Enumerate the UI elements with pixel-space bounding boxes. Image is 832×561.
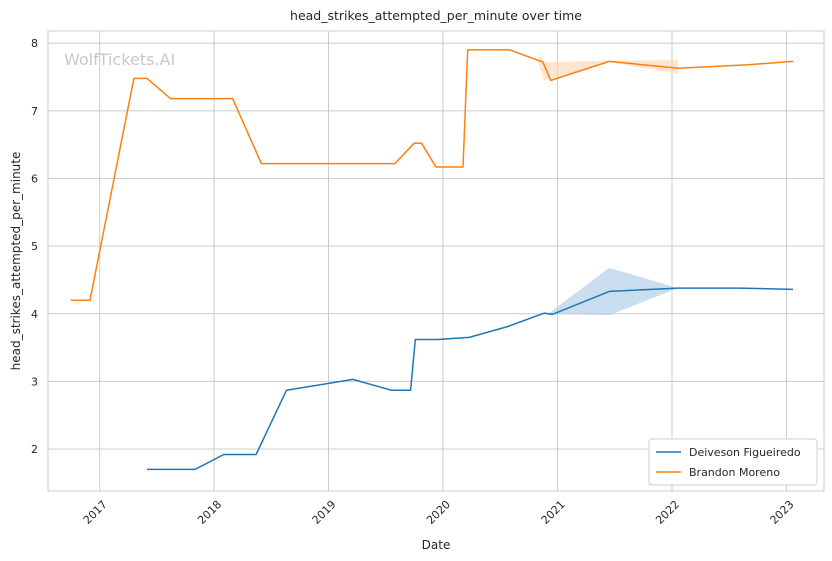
chart-title: head_strikes_attempted_per_minute over t…	[290, 8, 582, 23]
legend-box	[648, 438, 818, 486]
y-tick-label: 4	[31, 308, 38, 321]
grid-lines	[48, 31, 824, 491]
y-axis-ticks: 2 3 4 5 6 7 8	[31, 37, 38, 456]
x-tick-label: 2022	[653, 498, 682, 527]
x-tick-label: 2021	[539, 498, 568, 527]
plot-area	[47, 30, 825, 492]
x-axis-label: Date	[422, 538, 451, 552]
y-tick-label: 6	[31, 172, 38, 185]
series-line-deiveson-figueiredo	[147, 287, 794, 471]
series-line-brandon-moreno	[70, 49, 794, 301]
y-tick-label: 5	[31, 240, 38, 253]
band-brandon-moreno	[538, 53, 678, 81]
y-tick-label: 8	[31, 37, 38, 50]
legend: Deiveson Figueiredo Brandon Moreno	[648, 438, 818, 486]
legend-label-deiveson-figueiredo: Deiveson Figueiredo	[689, 446, 801, 459]
y-axis-label: head_strikes_attempted_per_minute	[9, 152, 23, 371]
watermark: WolfTickets.AI	[64, 50, 175, 69]
y-tick-label: 7	[31, 105, 38, 118]
x-tick-label: 2019	[310, 498, 339, 527]
x-axis-ticks: 2017 2018 2019 2020 2021 2022 2023	[81, 498, 797, 527]
x-tick-label: 2023	[768, 498, 797, 527]
y-tick-label: 2	[31, 443, 38, 456]
series-lines	[70, 49, 794, 471]
legend-label-brandon-moreno: Brandon Moreno	[689, 466, 780, 479]
y-tick-label: 3	[31, 375, 38, 388]
x-tick-label: 2020	[424, 498, 453, 527]
x-tick-label: 2017	[81, 498, 110, 527]
x-tick-label: 2018	[195, 498, 224, 527]
